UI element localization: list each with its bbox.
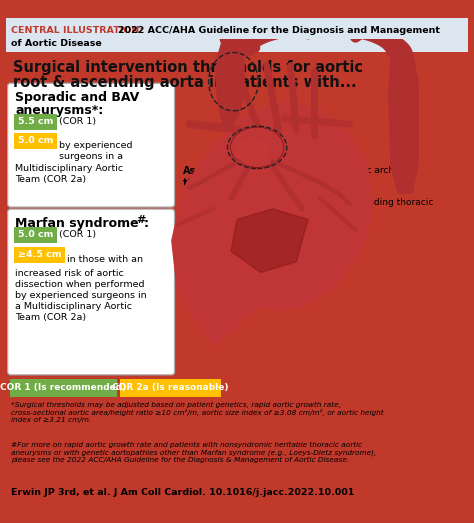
Text: of Aortic Disease: of Aortic Disease bbox=[10, 39, 101, 48]
Bar bbox=[6, 18, 468, 52]
FancyBboxPatch shape bbox=[8, 209, 174, 375]
Polygon shape bbox=[389, 50, 418, 193]
Text: by experienced: by experienced bbox=[59, 141, 133, 150]
Text: 2022 ACC/AHA Guideline for the Diagnosis and Management: 2022 ACC/AHA Guideline for the Diagnosis… bbox=[118, 26, 440, 35]
Text: a Multidisciplinary Aortic: a Multidisciplinary Aortic bbox=[16, 302, 132, 311]
Text: 5.0 cm: 5.0 cm bbox=[18, 135, 54, 145]
FancyBboxPatch shape bbox=[120, 379, 221, 397]
FancyBboxPatch shape bbox=[15, 227, 57, 243]
FancyBboxPatch shape bbox=[8, 83, 174, 207]
Polygon shape bbox=[231, 209, 308, 272]
Text: Ascending
thoracic aorta: Ascending thoracic aorta bbox=[183, 166, 260, 188]
Text: COR 2a (Is reasonable): COR 2a (Is reasonable) bbox=[112, 383, 229, 392]
Text: increased risk of aortic: increased risk of aortic bbox=[16, 269, 124, 278]
FancyBboxPatch shape bbox=[15, 133, 57, 149]
Text: Marfan syndrome: Marfan syndrome bbox=[16, 217, 139, 230]
Text: Surgical intervention thresholds for aortic: Surgical intervention thresholds for aor… bbox=[13, 60, 364, 75]
FancyBboxPatch shape bbox=[15, 247, 65, 263]
Ellipse shape bbox=[230, 127, 284, 167]
Text: (COR 1): (COR 1) bbox=[59, 117, 97, 126]
Text: Multidisciplinary Aortic: Multidisciplinary Aortic bbox=[16, 164, 124, 173]
Text: #For more on rapid aortic growth rate and patients with nonsyndromic heritable t: #For more on rapid aortic growth rate an… bbox=[10, 442, 376, 463]
Text: COR 1 (Is recommended): COR 1 (Is recommended) bbox=[0, 383, 127, 392]
Polygon shape bbox=[172, 103, 373, 347]
Text: aneurysms*:: aneurysms*: bbox=[16, 104, 104, 117]
Text: Aortic arch: Aortic arch bbox=[346, 166, 394, 175]
Text: dissection when performed: dissection when performed bbox=[16, 280, 145, 289]
Text: surgeons in a: surgeons in a bbox=[59, 152, 123, 161]
Text: Team (COR 2a): Team (COR 2a) bbox=[16, 175, 87, 184]
Text: *Surgical thresholds may be adjusted based on patient genetics, rapid aortic gro: *Surgical thresholds may be adjusted bas… bbox=[10, 402, 383, 423]
Text: #: # bbox=[137, 215, 146, 225]
Text: Sporadic and BAV: Sporadic and BAV bbox=[16, 91, 140, 104]
Text: Aortic root: Aortic root bbox=[183, 253, 242, 263]
Ellipse shape bbox=[235, 137, 270, 164]
Text: root & ascending aorta in patients with...: root & ascending aorta in patients with.… bbox=[13, 75, 357, 90]
Text: in those with an: in those with an bbox=[67, 255, 143, 264]
Text: by experienced surgeons in: by experienced surgeons in bbox=[16, 291, 147, 300]
Text: Erwin JP 3rd, et al. J Am Coll Cardiol. 10.1016/j.jacc.2022.10.001: Erwin JP 3rd, et al. J Am Coll Cardiol. … bbox=[10, 488, 354, 497]
FancyBboxPatch shape bbox=[9, 379, 117, 397]
Text: ≥4.5 cm: ≥4.5 cm bbox=[18, 249, 62, 258]
Text: Decending thoracic
aorta: Decending thoracic aorta bbox=[346, 198, 434, 218]
Text: 5.0 cm: 5.0 cm bbox=[18, 230, 54, 238]
Polygon shape bbox=[228, 21, 412, 55]
Text: :: : bbox=[143, 217, 148, 230]
Polygon shape bbox=[216, 34, 244, 129]
Text: Team (COR 2a): Team (COR 2a) bbox=[16, 313, 87, 322]
Text: CENTRAL ILLUSTRATION:: CENTRAL ILLUSTRATION: bbox=[10, 26, 143, 35]
Text: 5.5 cm: 5.5 cm bbox=[18, 117, 54, 126]
FancyBboxPatch shape bbox=[15, 114, 57, 130]
Text: (COR 1): (COR 1) bbox=[59, 230, 97, 238]
